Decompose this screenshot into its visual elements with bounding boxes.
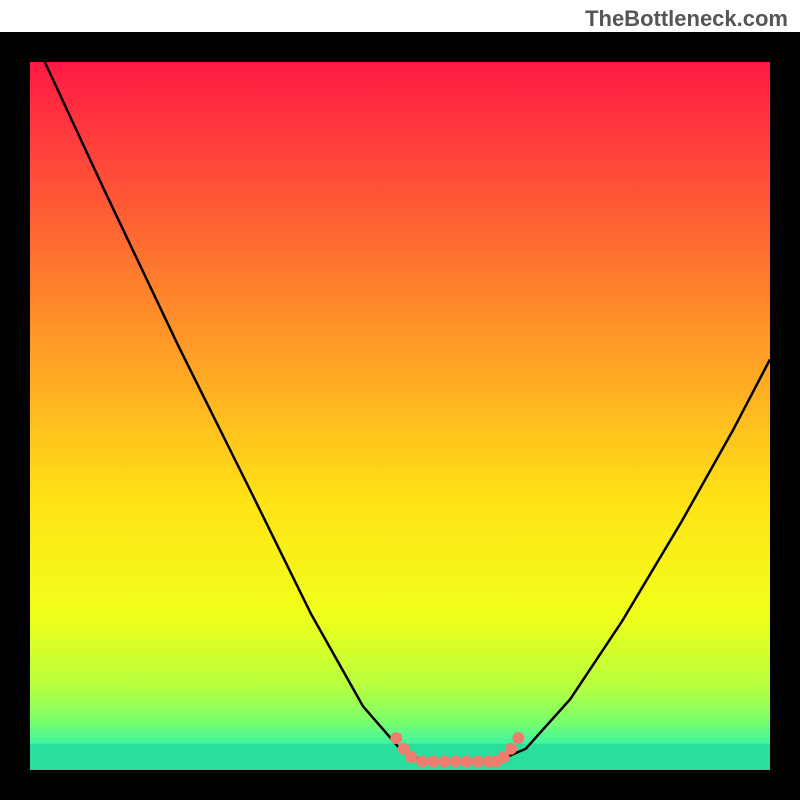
marker-point <box>472 756 484 768</box>
marker-point <box>461 756 473 768</box>
gradient-background <box>30 62 770 770</box>
marker-point <box>427 756 439 768</box>
plot-inner <box>30 62 770 770</box>
marker-point <box>450 756 462 768</box>
watermark-text: TheBottleneck.com <box>585 6 788 32</box>
chart-frame: TheBottleneck.com <box>0 0 800 800</box>
marker-point <box>505 743 517 755</box>
plot-outer <box>0 32 800 800</box>
marker-point <box>416 756 428 768</box>
marker-point <box>405 751 417 763</box>
chart-svg <box>30 62 770 770</box>
marker-point <box>512 732 524 744</box>
marker-point <box>390 732 402 744</box>
marker-point <box>438 756 450 768</box>
